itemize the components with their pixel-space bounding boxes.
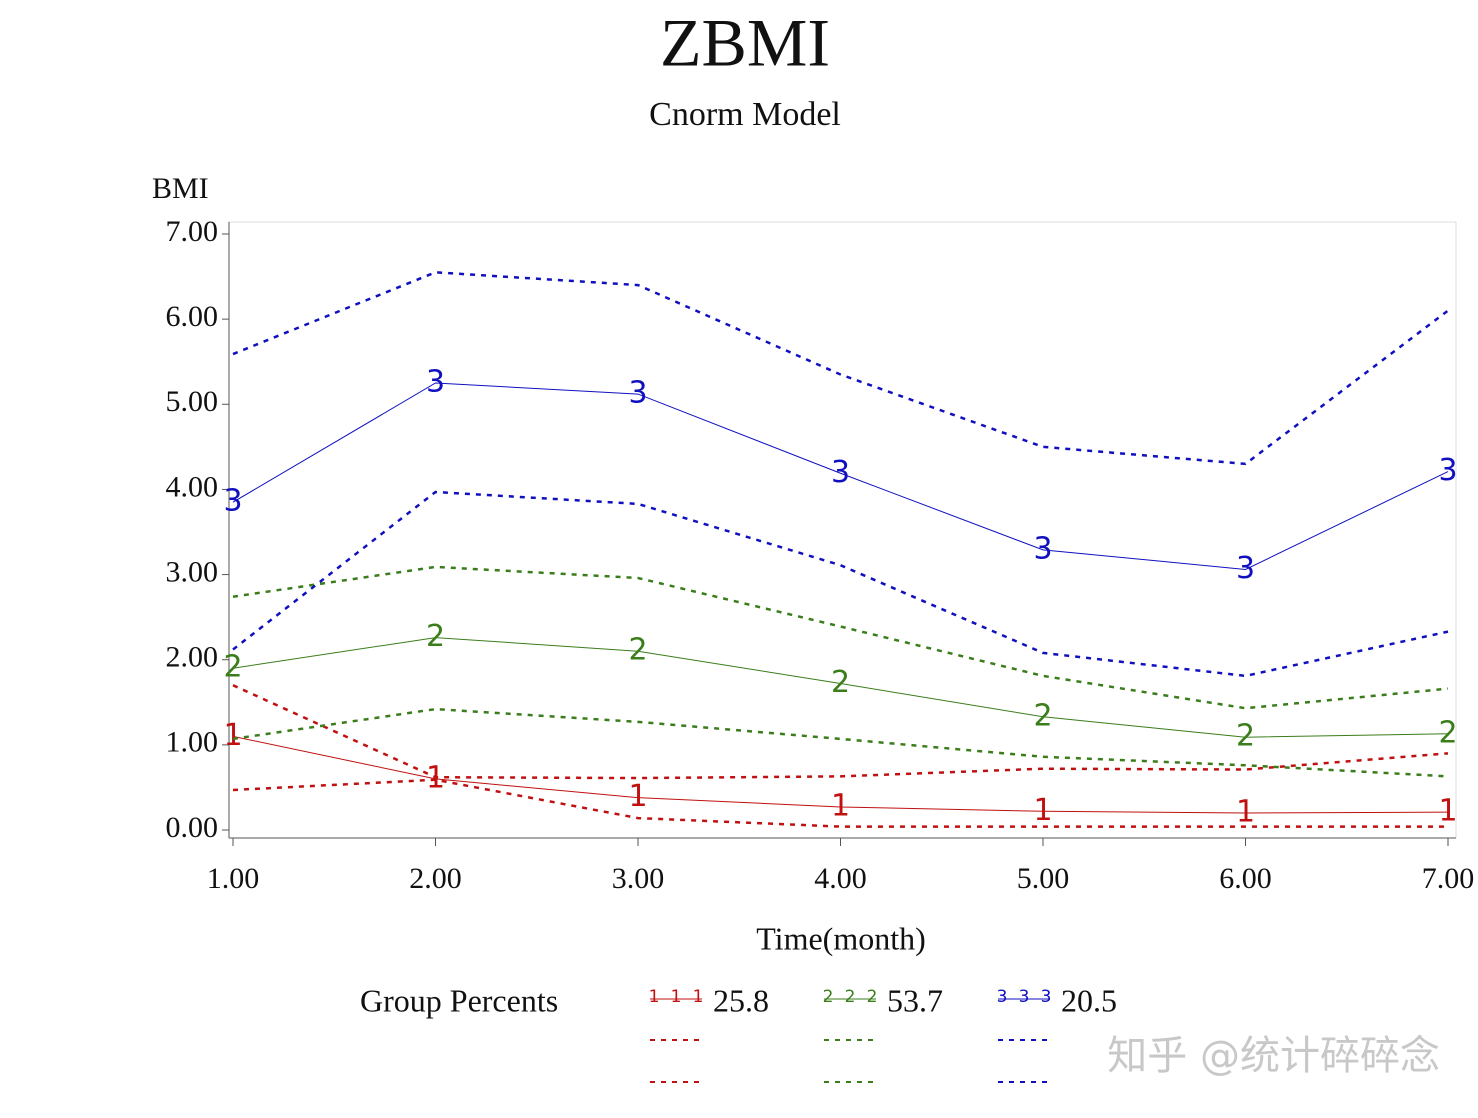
legend-symbol: 2 [823, 987, 834, 1007]
mean-line [232, 382, 1449, 570]
legend-symbol: 3 [1041, 987, 1052, 1007]
legend-symbol: 2 [867, 987, 878, 1007]
legend-symbol: 1 [693, 987, 704, 1007]
y-tick-label: 1.00 [166, 726, 219, 759]
x-tick-label: 7.00 [1422, 862, 1475, 895]
lower-bound-line [232, 778, 1448, 828]
point-symbol: 1 [1033, 793, 1052, 828]
legend-symbol: 1 [649, 987, 660, 1007]
point-symbol: 3 [1438, 453, 1457, 488]
point-symbol: 2 [1236, 719, 1255, 754]
y-tick-label: 0.00 [166, 811, 219, 844]
point-symbol: 2 [1033, 698, 1052, 733]
y-tick-label: 5.00 [166, 385, 219, 418]
legend-label: 53.7 [887, 982, 943, 1018]
x-tick-label: 6.00 [1219, 862, 1272, 895]
y-tick-label: 3.00 [166, 555, 219, 588]
point-symbol: 3 [628, 376, 647, 411]
point-symbol: 3 [1033, 531, 1052, 566]
x-tick-label: 3.00 [612, 862, 665, 895]
point-symbol: 1 [1236, 794, 1255, 829]
legend-label: 25.8 [713, 982, 769, 1018]
x-tick-label: 4.00 [814, 862, 867, 895]
lower-bound-line [232, 490, 1449, 678]
x-tick-label: 5.00 [1017, 862, 1070, 895]
legend-label: 20.5 [1061, 982, 1117, 1018]
y-tick-label: 2.00 [166, 641, 219, 674]
legend-symbol: 2 [845, 987, 856, 1007]
point-symbol: 1 [426, 760, 445, 795]
point-symbol: 1 [223, 718, 242, 753]
point-symbol: 3 [831, 455, 850, 490]
y-tick-label: 7.00 [166, 215, 219, 248]
point-symbol: 2 [831, 665, 850, 700]
chart-subtitle: Cnorm Model [649, 96, 841, 133]
point-symbol: 1 [831, 789, 850, 824]
x-axis-label: Time(month) [756, 920, 926, 956]
point-symbol: 2 [223, 650, 242, 685]
mean-line [232, 637, 1449, 738]
x-tick-label: 1.00 [207, 862, 260, 895]
watermark: 知乎 @统计碎碎念 [1107, 1033, 1440, 1079]
chart-title: ZBMI [660, 5, 830, 81]
legend-symbol: 3 [1019, 987, 1030, 1007]
point-symbol: 2 [426, 619, 445, 654]
point-symbol: 1 [628, 779, 647, 814]
point-symbol: 3 [223, 484, 242, 519]
legend-symbol: 3 [997, 987, 1008, 1007]
x-tick-label: 2.00 [409, 862, 462, 895]
legend-symbol: 1 [671, 987, 682, 1007]
upper-bound-line [232, 271, 1449, 466]
legend-title: Group Percents [360, 982, 558, 1018]
point-symbol: 2 [628, 633, 647, 668]
point-symbol: 3 [1236, 551, 1255, 586]
point-symbol: 3 [426, 365, 445, 400]
y-axis-label: BMI [152, 172, 209, 205]
lower-bound-line [232, 707, 1449, 778]
point-symbol: 1 [1438, 794, 1457, 829]
y-tick-label: 6.00 [166, 300, 219, 333]
mean-line [232, 735, 1449, 814]
y-tick-label: 4.00 [166, 470, 219, 503]
point-symbol: 2 [1438, 715, 1457, 750]
plot-frame [228, 221, 1457, 839]
upper-bound-line [232, 684, 1449, 780]
